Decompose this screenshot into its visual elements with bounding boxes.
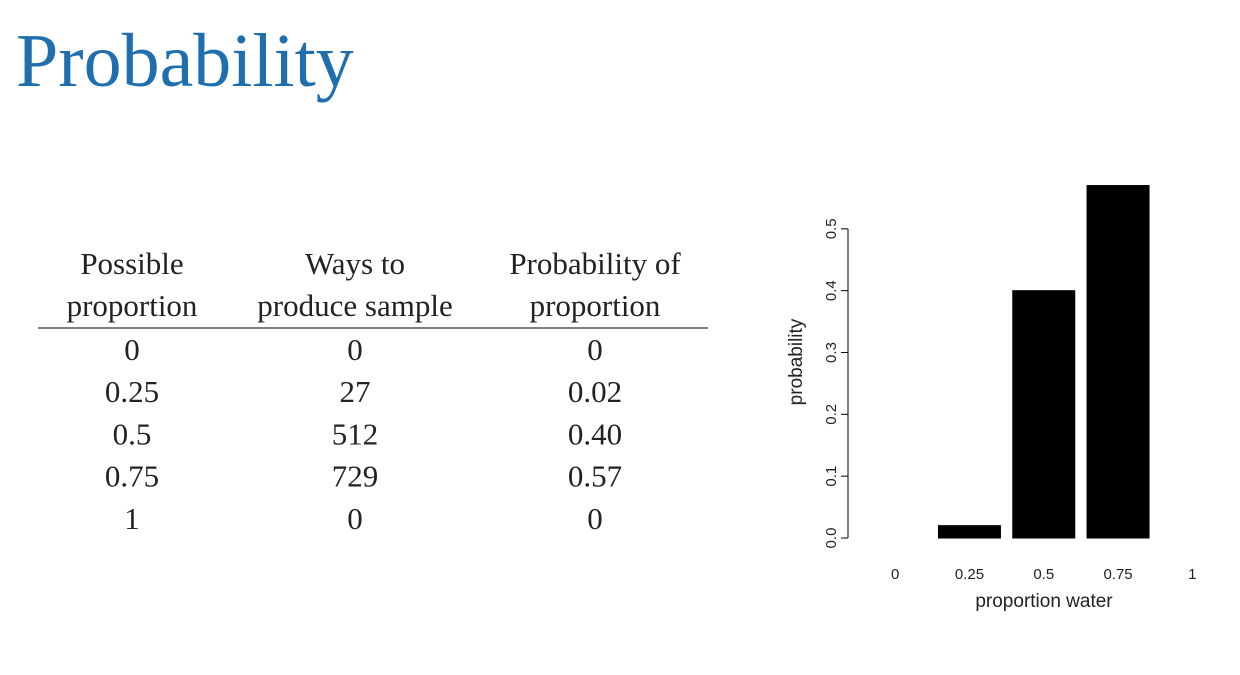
table-cell: 0.5 <box>113 416 152 451</box>
y-axis-label: probability <box>786 318 807 405</box>
table-cell: 0 <box>347 501 363 536</box>
y-tick-label: 0.2 <box>823 404 840 425</box>
y-tick-label: 0.3 <box>823 342 840 363</box>
bar <box>1012 290 1076 539</box>
y-tick-label: 0.4 <box>823 280 840 301</box>
table-cell: 0 <box>587 501 603 536</box>
x-tick-label: 0 <box>891 566 899 583</box>
table-cell: 27 <box>340 374 371 409</box>
x-tick-label: 0.75 <box>1103 566 1132 583</box>
bar <box>937 525 1001 539</box>
table-cell: 0 <box>587 332 603 367</box>
table-header: proportion <box>530 288 661 323</box>
table-header: proportion <box>67 288 198 323</box>
table-header: Probability of <box>509 246 681 281</box>
y-tick-label: 0.5 <box>823 218 840 239</box>
table-cell: 0.57 <box>568 459 622 494</box>
table-cell: 1 <box>124 501 140 536</box>
table-cell: 0.40 <box>568 416 622 451</box>
table-cell: 0.02 <box>568 374 622 409</box>
table-cell: 729 <box>332 459 379 494</box>
x-tick-label: 0.5 <box>1033 566 1054 583</box>
y-tick-label: 0.0 <box>823 528 840 549</box>
table-cell: 0.75 <box>105 459 159 494</box>
bar <box>1086 185 1150 539</box>
table-header: Possible <box>80 246 183 281</box>
x-tick-label: 1 <box>1188 566 1196 583</box>
table-header: Ways to <box>305 246 405 281</box>
table-cell: 0 <box>124 332 140 367</box>
y-tick-label: 0.1 <box>823 466 840 487</box>
table-header: produce sample <box>257 288 452 323</box>
x-tick-label: 0.25 <box>955 566 984 583</box>
table-cell: 512 <box>332 416 379 451</box>
x-axis-label: proportion water <box>975 591 1113 612</box>
slide-title: Probability <box>16 19 354 103</box>
table-cell: 0.25 <box>105 374 159 409</box>
table-cell: 0 <box>347 332 363 367</box>
